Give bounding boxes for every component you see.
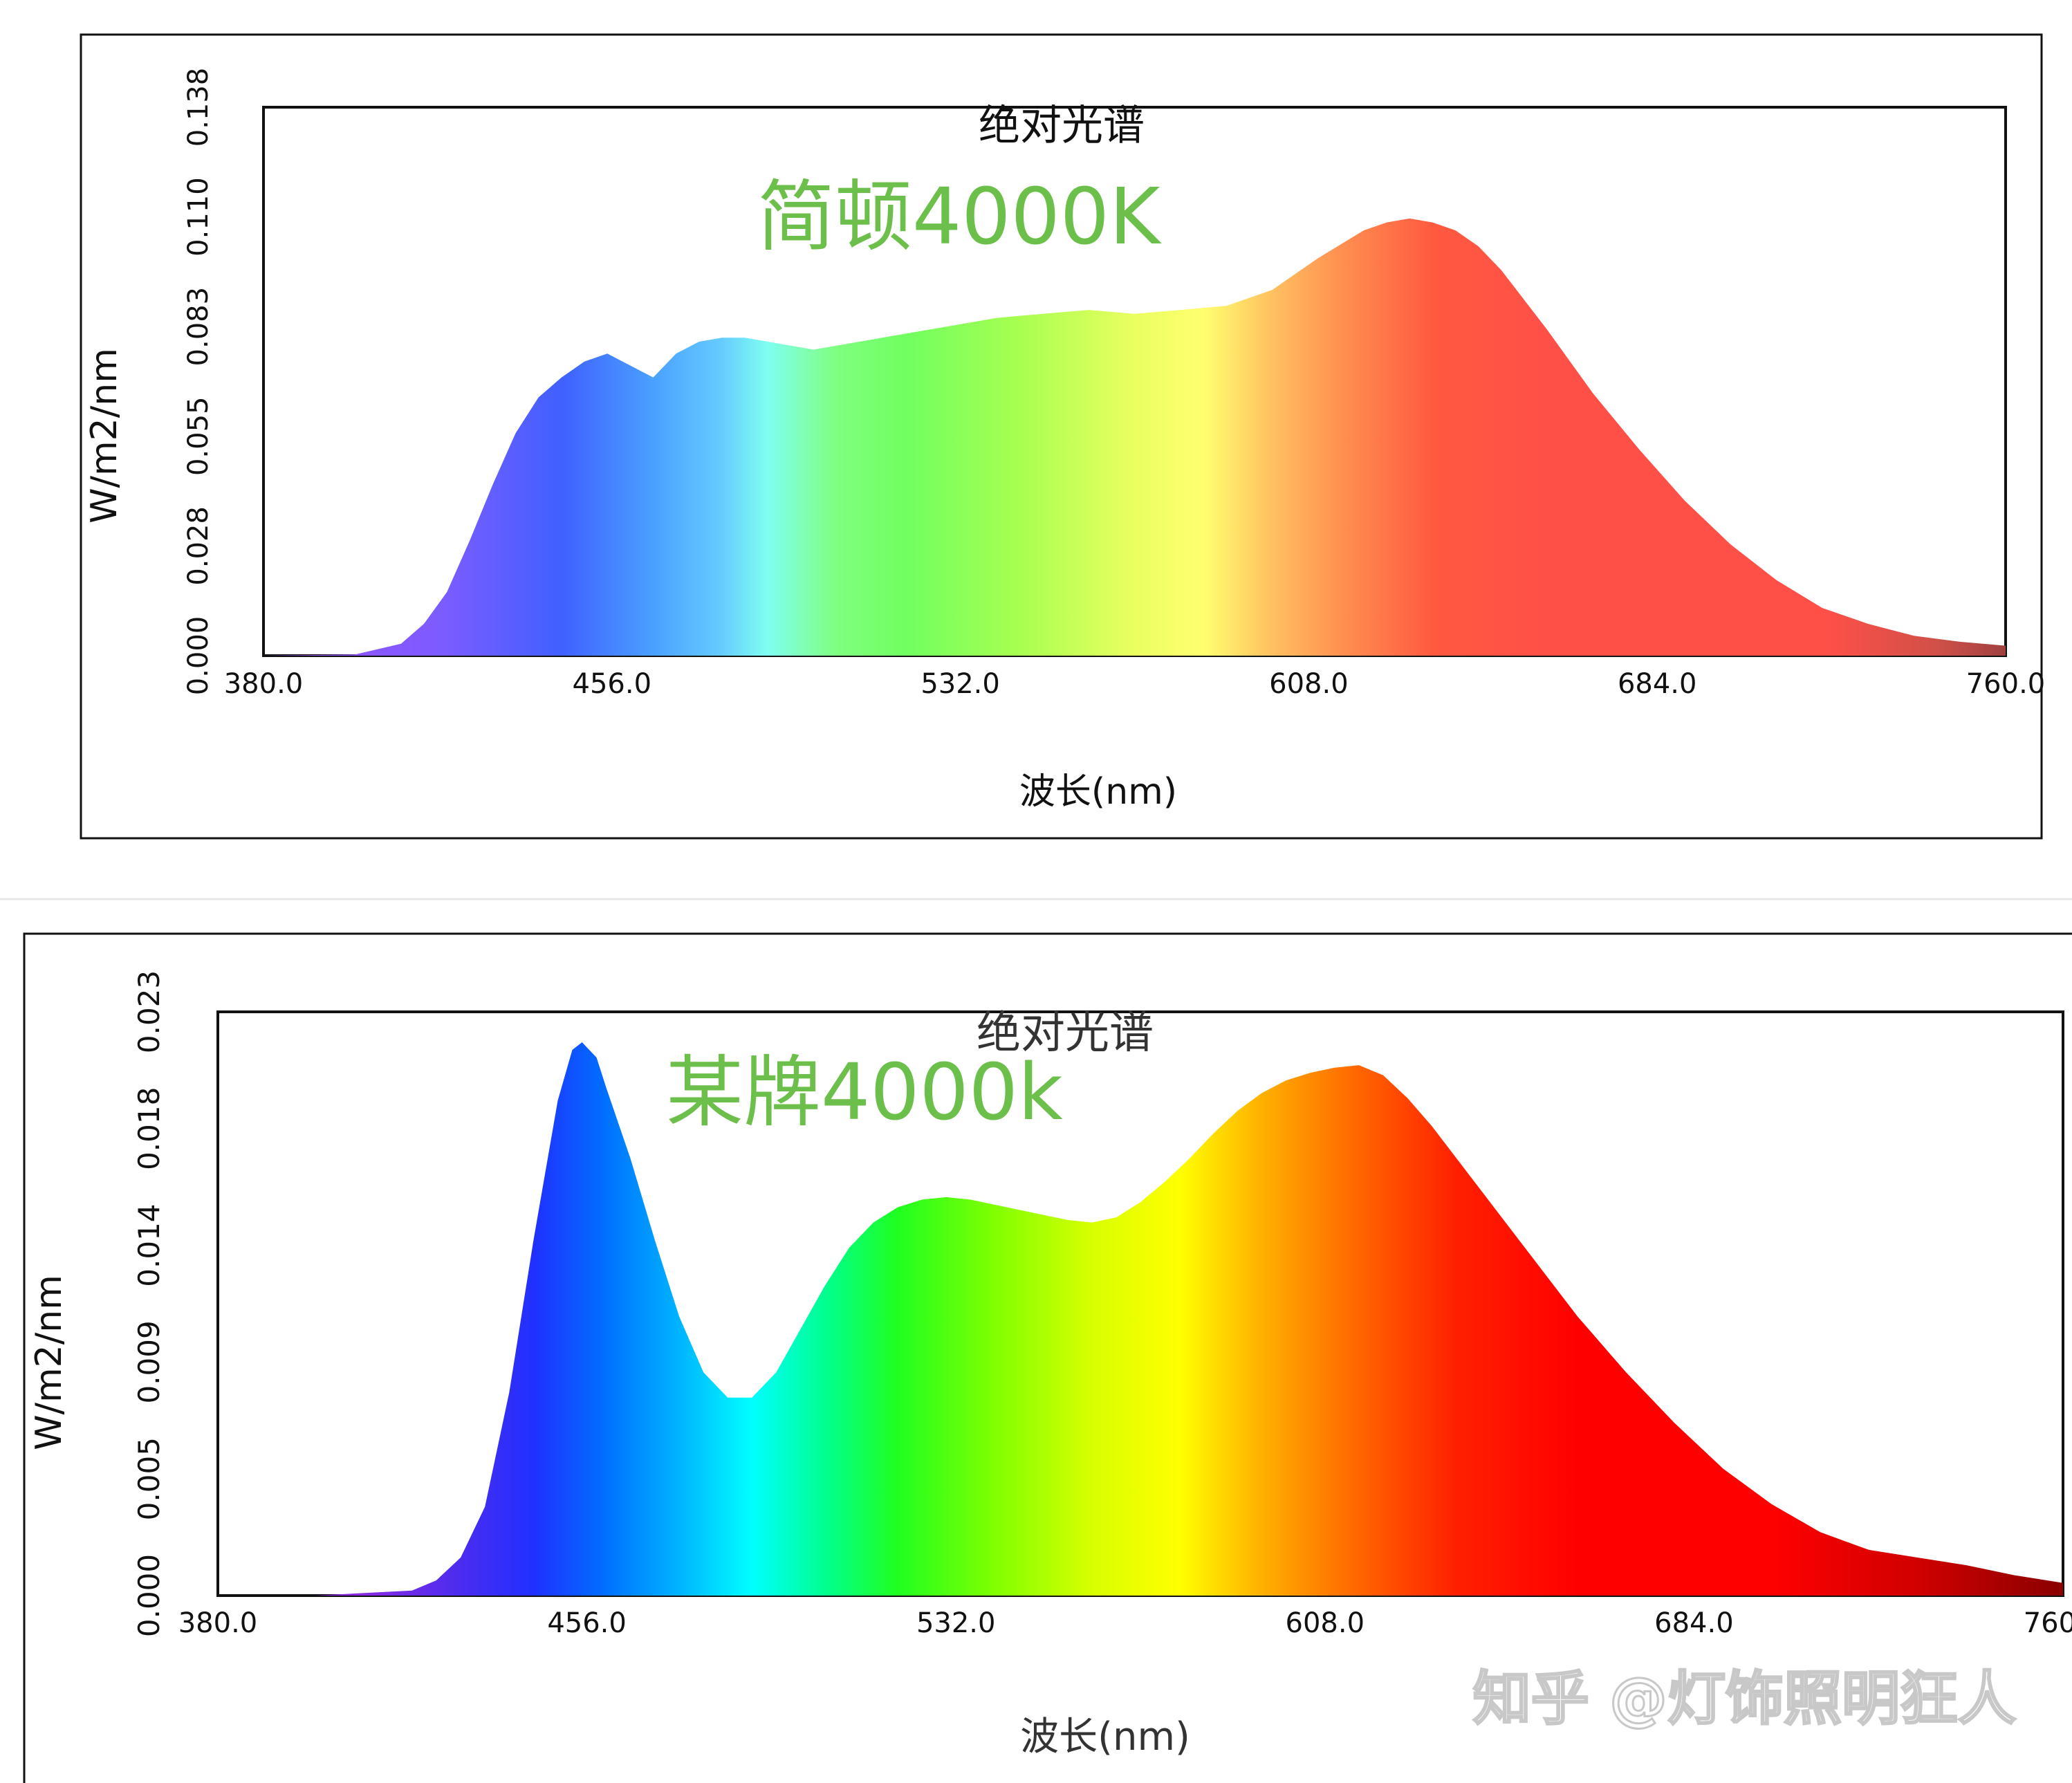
y-tick-label: 0.138 — [183, 68, 214, 147]
x-axis-label: 波长(nm) — [1020, 1715, 1190, 1759]
y-axis-label: W/m2/nm — [84, 348, 125, 524]
y-tick-label: 0.083 — [183, 287, 214, 367]
x-tick-label: 760.0 — [1966, 668, 2046, 700]
y-tick-label: 0.110 — [183, 177, 214, 257]
x-tick-label: 380.0 — [178, 1607, 258, 1639]
x-tick-label: 684.0 — [1618, 668, 1697, 700]
outer-frame — [80, 33, 2043, 840]
y-axis-label: W/m2/nm — [28, 1275, 70, 1450]
y-tick-label: 0.000 — [132, 1554, 166, 1637]
x-tick-label: 532.0 — [916, 1607, 996, 1639]
x-tick-label: 608.0 — [1286, 1607, 1365, 1639]
y-tick-label: 0.000 — [183, 616, 214, 696]
y-tick-label: 0.055 — [183, 397, 214, 477]
y-tick-label: 0.018 — [132, 1087, 166, 1170]
frame-title: 绝对光谱 — [977, 1008, 1154, 1059]
x-tick-label: 380.0 — [224, 668, 304, 700]
x-tick-label: 760.0 — [2024, 1607, 2072, 1639]
x-axis-label: 波长(nm) — [1019, 771, 1177, 813]
x-tick-label: 532.0 — [921, 668, 1000, 700]
spectrum-area — [218, 1042, 2063, 1596]
x-tick-label: 608.0 — [1269, 668, 1349, 700]
brand-label: 简顿4000K — [757, 172, 1162, 262]
spectrum-chart-2: 绝对光谱 某牌4000k W/m2/nm 波长(nm) 380.0 456.0 53… — [23, 932, 2072, 1783]
y-tick-label: 0.023 — [132, 970, 166, 1053]
spectrum-chart-1: 绝对光谱 简顿4000K W/m2/nm 波长(nm) 380.0 456.0 53… — [80, 33, 2046, 840]
y-tick-label: 0.028 — [183, 506, 214, 586]
x-tick-label: 456.0 — [573, 668, 652, 700]
spectrum-area — [263, 218, 2006, 656]
outer-frame — [23, 932, 2072, 1783]
x-tick-label: 684.0 — [1654, 1607, 1734, 1639]
frame-title: 绝对光谱 — [979, 102, 1145, 150]
x-tick-label: 456.0 — [547, 1607, 627, 1639]
brand-label: 某牌4000k — [666, 1048, 1063, 1138]
y-tick-label: 0.005 — [132, 1437, 166, 1520]
y-tick-label: 0.014 — [132, 1203, 166, 1286]
y-tick-label: 0.009 — [132, 1320, 166, 1403]
watermark: 知乎 @灯饰照明狂人 — [1473, 1665, 2016, 1733]
